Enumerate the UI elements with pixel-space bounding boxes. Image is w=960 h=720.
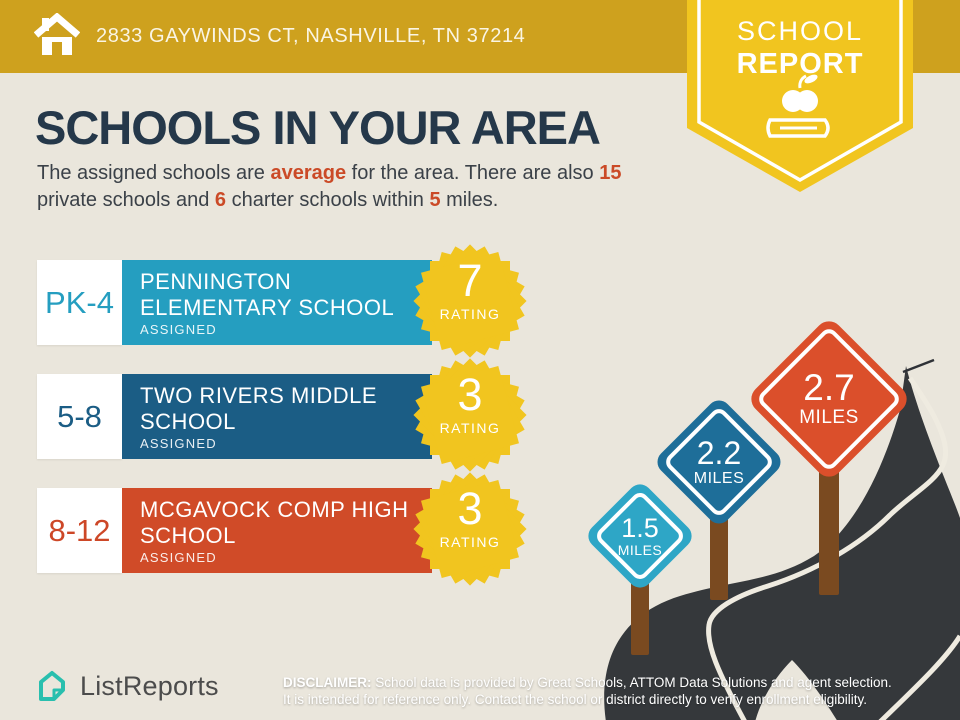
- listreports-logo: ListReports: [34, 668, 219, 704]
- disclaimer-label: DISCLAIMER:: [283, 675, 372, 690]
- highlight-charter-count: 6: [214, 189, 227, 211]
- distance-sign-2-7: 2.7 MILES: [745, 315, 913, 483]
- rating-starburst: 3 RATING: [413, 472, 527, 586]
- road-horizon-line: [902, 358, 935, 374]
- listreports-house-icon: [39, 671, 65, 701]
- road-corner-line: [878, 634, 960, 720]
- highlight-average: average: [270, 162, 347, 184]
- school-status: ASSIGNED: [140, 550, 217, 565]
- book-icon: [766, 118, 830, 138]
- school-name: PENNINGTON ELEMENTARY SCHOOL: [140, 269, 395, 320]
- apple-icon: [782, 74, 818, 112]
- distance-value: 2.2: [696, 434, 742, 471]
- school-report-badge: [687, 0, 913, 192]
- road-surface: [604, 366, 960, 720]
- grade-range: 8-12: [37, 488, 122, 573]
- distance-unit: MILES: [799, 407, 859, 428]
- distance-sign-2-2: 2.2 MILES: [652, 395, 786, 529]
- school-status: ASSIGNED: [140, 436, 217, 451]
- school-status: ASSIGNED: [140, 322, 217, 337]
- brand-name: ListReports: [80, 670, 219, 701]
- sign-post: [710, 500, 728, 600]
- school-row-high: 8-12 MCGAVOCK COMP HIGH SCHOOL ASSIGNED …: [37, 472, 597, 586]
- disclaimer-text: DISCLAIMER: School data is provided by G…: [283, 675, 892, 707]
- sign-post: [819, 445, 839, 595]
- distance-unit: MILES: [617, 542, 663, 558]
- rating-label: RATING: [439, 306, 501, 322]
- rating-value: 7: [457, 255, 483, 306]
- rating-value: 3: [457, 483, 483, 534]
- rating-value: 3: [457, 369, 483, 420]
- rating-label: RATING: [439, 420, 501, 436]
- grade-range: 5-8: [37, 374, 122, 459]
- intro-text: The assigned schools are average for the…: [37, 162, 622, 211]
- page-title: SCHOOLS IN YOUR AREA: [35, 101, 601, 154]
- grade-range: PK-4: [37, 260, 122, 345]
- distance-value: 1.5: [621, 513, 659, 543]
- school-row-elementary: PK-4 PENNINGTON ELEMENTARY SCHOOL ASSIGN…: [37, 244, 597, 358]
- rating-label: RATING: [439, 534, 501, 550]
- home-icon: [34, 13, 80, 55]
- school-bar: MCGAVOCK COMP HIGH SCHOOL ASSIGNED: [122, 488, 432, 573]
- distance-sign-1-5: 1.5 MILES: [583, 479, 697, 593]
- rating-starburst: 7 RATING: [413, 244, 527, 358]
- highlight-private-count: 15: [599, 162, 622, 184]
- school-name: TWO RIVERS MIDDLE SCHOOL: [140, 383, 378, 434]
- highlight-miles: 5: [429, 189, 441, 211]
- distance-value: 2.7: [803, 367, 855, 408]
- school-bar: TWO RIVERS MIDDLE SCHOOL ASSIGNED: [122, 374, 432, 459]
- badge-word-1: SCHOOL: [736, 16, 864, 46]
- grade-label: 5-8: [57, 398, 102, 434]
- school-bar: PENNINGTON ELEMENTARY SCHOOL ASSIGNED: [122, 260, 432, 345]
- distance-unit: MILES: [693, 469, 745, 487]
- grade-label: PK-4: [45, 284, 114, 320]
- school-name: MCGAVOCK COMP HIGH SCHOOL: [140, 497, 409, 548]
- school-row-middle: 5-8 TWO RIVERS MIDDLE SCHOOL ASSIGNED 3 …: [37, 358, 597, 472]
- rating-starburst: 3 RATING: [413, 358, 527, 472]
- badge-text: SCHOOL REPORT: [685, 16, 915, 81]
- grade-label: 8-12: [48, 512, 111, 548]
- badge-word-2: REPORT: [736, 48, 864, 80]
- property-address: 2833 GAYWINDS CT, NASHVILLE, TN 37214: [96, 25, 526, 47]
- road-center-line: [706, 376, 949, 720]
